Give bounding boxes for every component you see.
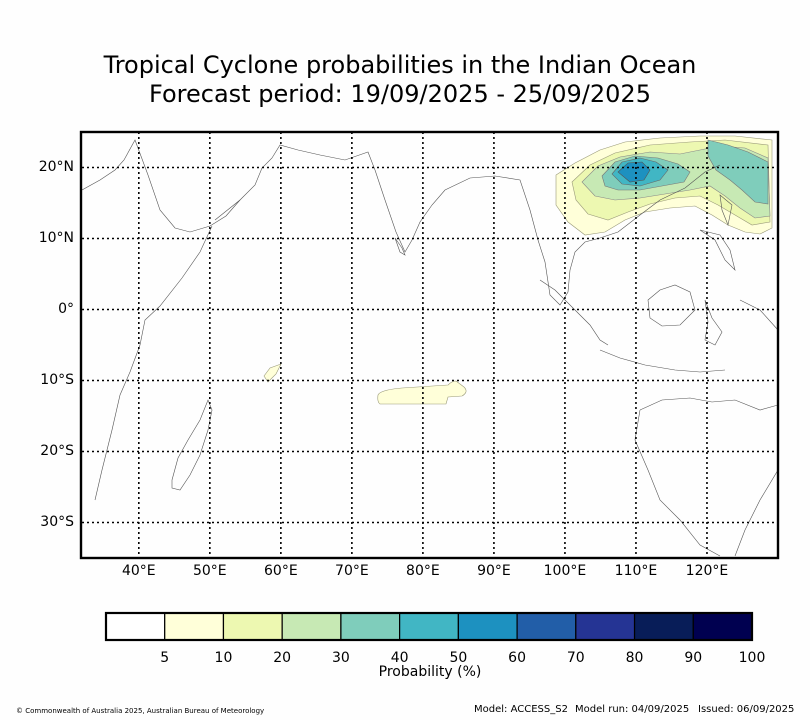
lon-tick-label: 70°E (335, 563, 369, 579)
prob-patch-south (377, 380, 467, 405)
map-title: Tropical Cyclone probabilities in the In… (103, 51, 697, 79)
colorbar-swatch (692, 612, 753, 641)
colorbar-label: Probability (%) (378, 664, 482, 680)
prob-patch-west (263, 363, 282, 383)
colorbar-tick-label: 40 (390, 650, 409, 666)
lat-tick-label: 20°N (38, 158, 74, 175)
colorbar-swatch (633, 612, 694, 641)
colorbar-tick-label: 30 (331, 650, 350, 666)
lat-tick-label: 10°N (38, 229, 74, 246)
colorbar-tick-label: 100 (738, 650, 766, 666)
colorbar-swatch (516, 612, 577, 641)
lat-tick-label: 30°S (40, 513, 74, 530)
colorbar-frame (104, 611, 754, 642)
colorbar-swatch (222, 612, 283, 641)
colorbar-swatch (105, 612, 166, 641)
lon-tick-label: 120°E (685, 563, 729, 579)
lon-tick-label: 100°E (543, 563, 587, 579)
colorbar-tick-label: 5 (160, 650, 170, 666)
colorbar-swatch (281, 612, 342, 641)
colorbar (104, 611, 754, 642)
forecast-period: Forecast period: 19/09/2025 - 25/09/2025 (149, 80, 651, 108)
model-run-date: Model run: 04/09/2025 (575, 704, 690, 715)
lat-tick-label: 10°S (40, 371, 74, 388)
colorbar-tick-label: 10 (214, 650, 233, 666)
colorbar-tick-label: 20 (273, 650, 292, 666)
lat-tick-label: 20°S (40, 442, 74, 459)
lon-tick-label: 50°E (192, 563, 227, 579)
graticule (82, 132, 778, 558)
colorbar-swatch (340, 612, 401, 641)
lon-tick-label: 90°E (477, 563, 511, 579)
colorbar-tick-label: 90 (684, 650, 703, 666)
lon-tick-label: 110°E (614, 563, 658, 579)
lon-tick-label: 80°E (406, 563, 440, 579)
coastlines (82, 139, 778, 557)
lon-tick-label: 40°E (121, 563, 156, 579)
colorbar-swatch (457, 612, 518, 641)
colorbar-tick-label: 70 (566, 650, 585, 666)
colorbar-tick-label: 60 (508, 650, 526, 666)
issued-date: Issued: 06/09/2025 (698, 704, 795, 715)
colorbar-tick-label: 50 (449, 650, 468, 666)
copyright-notice: © Commonwealth of Australia 2025, Austra… (16, 707, 265, 715)
map-frame (79, 130, 780, 560)
model-name: Model: ACCESS_S2 (474, 704, 568, 715)
colorbar-tick-label: 80 (625, 650, 644, 666)
lat-tick-label: 0° (58, 300, 74, 317)
prob-patch-30b (707, 139, 769, 205)
colorbar-swatch (164, 612, 225, 641)
colorbar-swatch (399, 612, 459, 641)
lon-tick-label: 60°E (264, 563, 298, 579)
colorbar-swatch (575, 612, 636, 641)
probability-patches (263, 135, 773, 405)
